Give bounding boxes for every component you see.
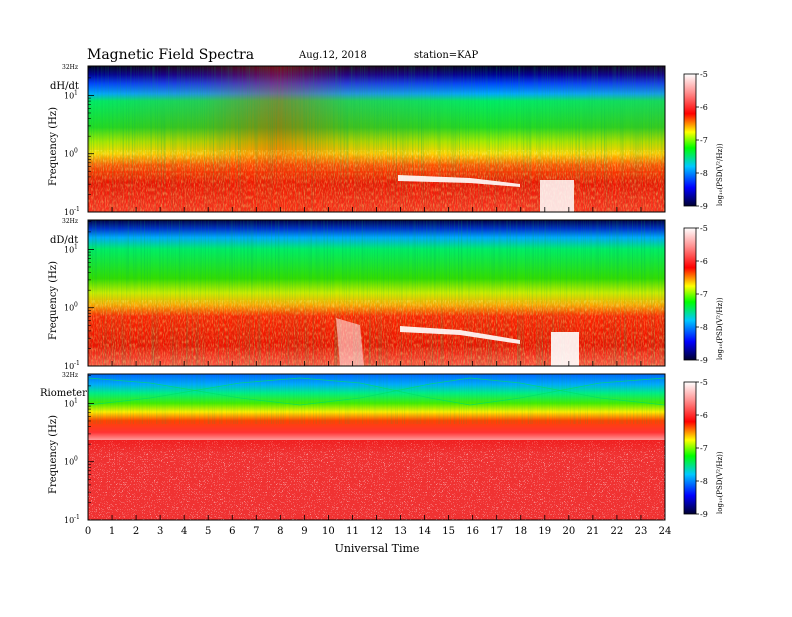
panel-label-dhdt: dH/dt — [50, 81, 79, 92]
x-tick-label: 12 — [370, 526, 383, 537]
top-label-dhdt: 32Hz — [62, 64, 78, 71]
y-tick-exponent: -1 — [74, 206, 80, 213]
x-tick-label: 3 — [157, 526, 163, 537]
panel-dddt — [87, 219, 666, 367]
x-tick-label: 6 — [229, 526, 235, 537]
x-tick-label: 24 — [659, 526, 672, 537]
x-tick-label: 1 — [109, 526, 115, 537]
colorbars: -5 -6 -7 -8 -9 log₁₀(PSD(V²/Hz)) -5 -6 -7 -8 -9 log… — [683, 70, 724, 519]
x-tick-label: 17 — [490, 526, 503, 537]
panel-label-dddt: dD/dt — [50, 235, 78, 246]
colorbar-tick-label: -8 — [700, 169, 708, 178]
y-tick-exponent: 1 — [74, 89, 78, 96]
x-tick-label: 10 — [322, 526, 335, 537]
colorbar-label: log₁₀(PSD(V²/Hz)) — [716, 143, 724, 206]
panel-riometer — [87, 373, 666, 521]
x-tick-label: 23 — [635, 526, 648, 537]
y-tick-exponent: 0 — [74, 148, 78, 155]
x-tick-label: 0 — [85, 526, 91, 537]
spectrogram-dhdt — [88, 66, 665, 212]
colorbar-tick-label: -7 — [700, 136, 708, 145]
y-tick-exponent: 0 — [74, 302, 78, 309]
colorbar-tick-label: -7 — [700, 444, 708, 453]
y-tick-label: 10 — [64, 304, 74, 313]
colorbar-label: log₁₀(PSD(V²/Hz)) — [716, 451, 724, 514]
date-label: Aug.12, 2018 — [298, 50, 367, 61]
x-tick-label: 16 — [466, 526, 479, 537]
y-tick-label: 10 — [64, 150, 74, 159]
colorbar-tick-label: -9 — [700, 202, 708, 211]
x-ticks: 0 1 2 3 4 5 6 7 8 9 10 11 12 13 14 15 16 17 18 19 20 21 22 23 24 — [85, 207, 672, 537]
y-ticks: 10 110 010 -110 110 010 -110 110 010 -1 — [64, 67, 94, 525]
top-label-riometer: 32Hz — [62, 372, 78, 379]
x-tick-label: 7 — [253, 526, 259, 537]
colorbar-0 — [683, 73, 697, 207]
x-tick-label: 18 — [514, 526, 527, 537]
y-tick-label: 10 — [64, 399, 74, 408]
colorbar-tick-label: -9 — [700, 510, 708, 519]
y-tick-exponent: 0 — [74, 456, 78, 463]
x-tick-label: 2 — [133, 526, 139, 537]
y-tick-label: 10 — [64, 458, 74, 467]
spectrogram-dddt — [88, 220, 665, 366]
colorbar-tick-label: -9 — [700, 356, 708, 365]
spectrogram-riometer — [88, 374, 665, 520]
top-label-dddt: 32Hz — [62, 218, 78, 225]
y-tick-label: 10 — [64, 516, 74, 525]
colorbar-tick-label: -5 — [700, 224, 708, 233]
figure-title: Magnetic Field Spectra — [87, 47, 254, 63]
x-axis-label: Universal Time — [335, 542, 420, 555]
ylabel-dhdt: Frequency (Hz) — [48, 107, 59, 186]
x-tick-label: 4 — [181, 526, 187, 537]
y-tick-label: 10 — [64, 91, 74, 100]
x-tick-label: 20 — [562, 526, 575, 537]
y-tick-label: 10 — [64, 362, 74, 371]
x-tick-label: 8 — [277, 526, 283, 537]
x-tick-label: 19 — [538, 526, 551, 537]
colorbar-tick-label: -8 — [700, 323, 708, 332]
x-tick-label: 9 — [301, 526, 307, 537]
x-tick-label: 14 — [418, 526, 431, 537]
colorbar-tick-label: -7 — [700, 290, 708, 299]
x-tick-label: 21 — [587, 526, 600, 537]
y-tick-exponent: -1 — [74, 360, 80, 367]
colorbar-tick-label: -5 — [700, 378, 708, 387]
y-tick-exponent: -1 — [74, 514, 80, 521]
panel-dhdt — [87, 65, 666, 213]
colorbar-1 — [683, 227, 697, 361]
ylabel-dddt: Frequency (Hz) — [48, 261, 59, 340]
x-tick-label: 22 — [611, 526, 624, 537]
x-tick-label: 5 — [205, 526, 211, 537]
colorbar-2 — [683, 381, 697, 515]
colorbar-tick-label: -5 — [700, 70, 708, 79]
y-tick-label: 10 — [64, 208, 74, 217]
station-label: station=KAP — [414, 50, 478, 61]
y-tick-exponent: 1 — [74, 243, 78, 250]
y-tick-exponent: 1 — [74, 397, 78, 404]
colorbar-tick-label: -8 — [700, 477, 708, 486]
x-tick-label: 11 — [346, 526, 359, 537]
colorbar-label: log₁₀(PSD(V²/Hz)) — [716, 297, 724, 360]
y-tick-label: 10 — [64, 245, 74, 254]
colorbar-tick-label: -6 — [700, 411, 708, 420]
colorbar-tick-label: -6 — [700, 103, 708, 112]
x-tick-label: 15 — [442, 526, 455, 537]
ylabel-riometer: Frequency (Hz) — [48, 415, 59, 494]
panel-label-riometer: Riometer — [40, 388, 87, 399]
x-tick-label: 13 — [394, 526, 407, 537]
colorbar-tick-label: -6 — [700, 257, 708, 266]
